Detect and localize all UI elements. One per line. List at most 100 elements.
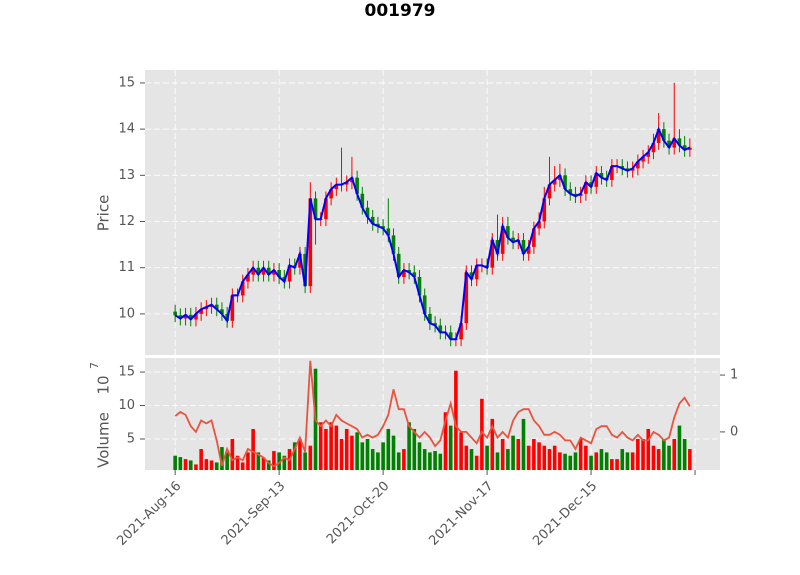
candle-body (386, 228, 391, 236)
candle-body (178, 315, 183, 319)
candle-body (298, 253, 302, 268)
volume-bar (344, 428, 349, 470)
volume-bar (656, 449, 661, 470)
candle-body (204, 306, 209, 310)
volume-bar (641, 439, 645, 470)
y-tick-label: 10 (118, 398, 135, 413)
candle-body (256, 267, 261, 275)
y2-tick-label: 1 (730, 368, 738, 383)
volume-bar (350, 435, 354, 470)
candle-body (578, 193, 583, 197)
volume-bar (240, 462, 245, 470)
candle-body (495, 239, 500, 254)
volume-bar (459, 432, 463, 470)
candle-body (651, 142, 656, 153)
volume-bar (615, 459, 619, 470)
volume-offset-exponent: 7 (88, 362, 101, 369)
volume-bar (620, 449, 625, 470)
candle-body (313, 198, 318, 220)
volume-bar (329, 422, 333, 470)
volume-bar (386, 428, 391, 470)
x-tick-label: 2021-Oct-20 (324, 479, 392, 547)
volume-bar (298, 439, 302, 470)
candle-body (422, 295, 427, 314)
volume-bar (568, 455, 573, 470)
candle-body (407, 270, 411, 273)
volume-bar (220, 447, 224, 470)
volume-bar (563, 453, 567, 470)
volume-bar (532, 439, 536, 470)
volume-bar (485, 445, 489, 470)
candle-body (324, 198, 328, 220)
candle-body (688, 147, 692, 150)
candle-body (630, 168, 635, 171)
candle-body (506, 226, 510, 238)
candle-body (365, 207, 370, 217)
candle-body (360, 193, 365, 208)
volume-bar (454, 370, 458, 470)
candle-body (438, 325, 443, 333)
candle-body (329, 189, 333, 199)
candle-body (173, 311, 177, 316)
volume-bar (261, 457, 266, 470)
volume-panel (145, 358, 720, 470)
candle-body (646, 152, 651, 157)
candle-body (672, 138, 677, 148)
volume-bar (594, 452, 599, 470)
y-tick-label: 15 (118, 75, 135, 90)
volume-bar (303, 452, 307, 470)
y-tick-label: 13 (118, 168, 135, 183)
candle-body (370, 216, 375, 224)
volume-bar (599, 449, 604, 470)
candle-body (412, 272, 417, 277)
volume-bar (480, 398, 484, 470)
volume-bar (365, 439, 370, 470)
volume-bar (272, 451, 276, 470)
candle-body (251, 267, 255, 275)
candle-body (266, 267, 271, 275)
chart-title: 001979 (365, 1, 436, 21)
volume-bar (610, 459, 614, 470)
candle-body (490, 239, 495, 268)
volume-bar (584, 445, 588, 470)
volume-bar (251, 428, 255, 470)
candle-body (334, 184, 339, 190)
candle-body (547, 184, 552, 199)
volume-bar (230, 439, 235, 470)
volume-bar (443, 412, 448, 470)
volume-bar (636, 439, 640, 470)
candle-body (599, 173, 604, 178)
candle-body (594, 173, 599, 187)
candle-body (610, 166, 614, 180)
volume-bar (578, 439, 583, 470)
candle-body (620, 166, 625, 169)
volume-bar (667, 445, 671, 470)
volume-bar (506, 449, 510, 470)
candle-body (511, 237, 515, 243)
candle-body (682, 145, 687, 150)
candle-body (625, 168, 630, 171)
volume-bar (589, 455, 593, 470)
candle-body (402, 270, 406, 277)
volume-bar (381, 442, 385, 470)
volume-bar (422, 449, 427, 470)
candle-body (521, 239, 526, 254)
candle-body (573, 193, 578, 197)
candle-body (199, 309, 203, 314)
volume-bar (402, 449, 406, 470)
candle-body (568, 189, 573, 194)
candle-body (240, 281, 245, 296)
candle-body (308, 198, 313, 287)
candle-body (376, 223, 380, 227)
candle-body (230, 295, 235, 321)
candle-body (220, 309, 224, 314)
volume-bar (651, 445, 656, 470)
volume-bar (495, 452, 500, 470)
candle-body (391, 235, 396, 254)
volume-bar (324, 428, 328, 470)
candle-body (246, 274, 250, 282)
volume-bar (677, 425, 682, 470)
volume-bar (194, 464, 198, 470)
y-tick-label: 5 (127, 432, 135, 447)
volume-bar (173, 455, 177, 470)
